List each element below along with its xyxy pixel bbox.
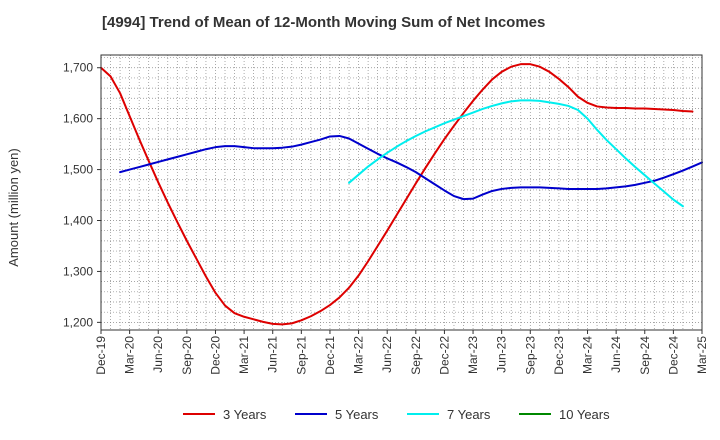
y-grid: [101, 57, 702, 323]
plot-frame: [100, 54, 703, 331]
x-tick-label: Mar-24: [581, 336, 595, 374]
series-layer: [100, 63, 703, 326]
legend-label: 7 Years: [447, 407, 491, 422]
x-tick-label: Sep-22: [409, 336, 423, 375]
x-tick-label: Mar-21: [237, 336, 251, 374]
x-tick-label: Sep-21: [294, 336, 308, 375]
x-tick-label: Mar-25: [695, 336, 709, 374]
x-tick-label: Mar-22: [352, 336, 366, 374]
x-tick-label: Jun-23: [495, 336, 509, 373]
y-tick-label: 1,400: [63, 214, 93, 228]
x-tick-label: Sep-24: [638, 336, 652, 375]
x-tick-label: Jun-24: [609, 336, 623, 373]
x-tick-label: Jun-22: [380, 336, 394, 373]
x-tick-label: Mar-20: [123, 336, 137, 374]
x-tick-label: Jun-20: [151, 336, 165, 373]
y-tick-label: 1,600: [63, 112, 93, 126]
x-tick-label: Sep-23: [523, 336, 537, 375]
legend-label: 3 Years: [223, 407, 267, 422]
series-line-3-years: [100, 63, 694, 326]
y-tick-label: 1,200: [63, 315, 93, 329]
x-axis-ticks: Dec-19 Mar-20 Jun-20 Sep-20 Dec-20 Mar-21 Jun-…: [94, 330, 709, 375]
legend: 3 Years 5 Years 7 Years 10 Years: [183, 407, 610, 422]
x-tick-label: Dec-22: [437, 336, 451, 375]
x-tick-label: Dec-24: [666, 336, 680, 375]
x-tick-label: Dec-21: [323, 336, 337, 375]
x-tick-label: Jun-21: [266, 336, 280, 373]
y-tick-label: 1,700: [63, 61, 93, 75]
legend-label: 5 Years: [335, 407, 379, 422]
x-tick-label: Dec-20: [208, 336, 222, 375]
x-tick-label: Mar-23: [466, 336, 480, 374]
y-axis-ticks: 1,200 1,300 1,400 1,500 1,600 1,700: [63, 61, 101, 329]
x-tick-label: Dec-19: [94, 336, 108, 375]
x-grid: [110, 55, 693, 330]
plot-area: [101, 55, 702, 330]
chart-title: [4994] Trend of Mean of 12-Month Moving …: [102, 14, 546, 31]
y-tick-label: 1,300: [63, 264, 93, 278]
y-axis-label: Amount (million yen): [6, 148, 21, 267]
series-line-5-years: [119, 134, 703, 201]
legend-label: 10 Years: [559, 407, 610, 422]
series-line-7-years: [348, 99, 684, 208]
y-tick-label: 1,500: [63, 163, 93, 177]
x-tick-label: Dec-23: [552, 336, 566, 375]
x-tick-label: Sep-20: [180, 336, 194, 375]
